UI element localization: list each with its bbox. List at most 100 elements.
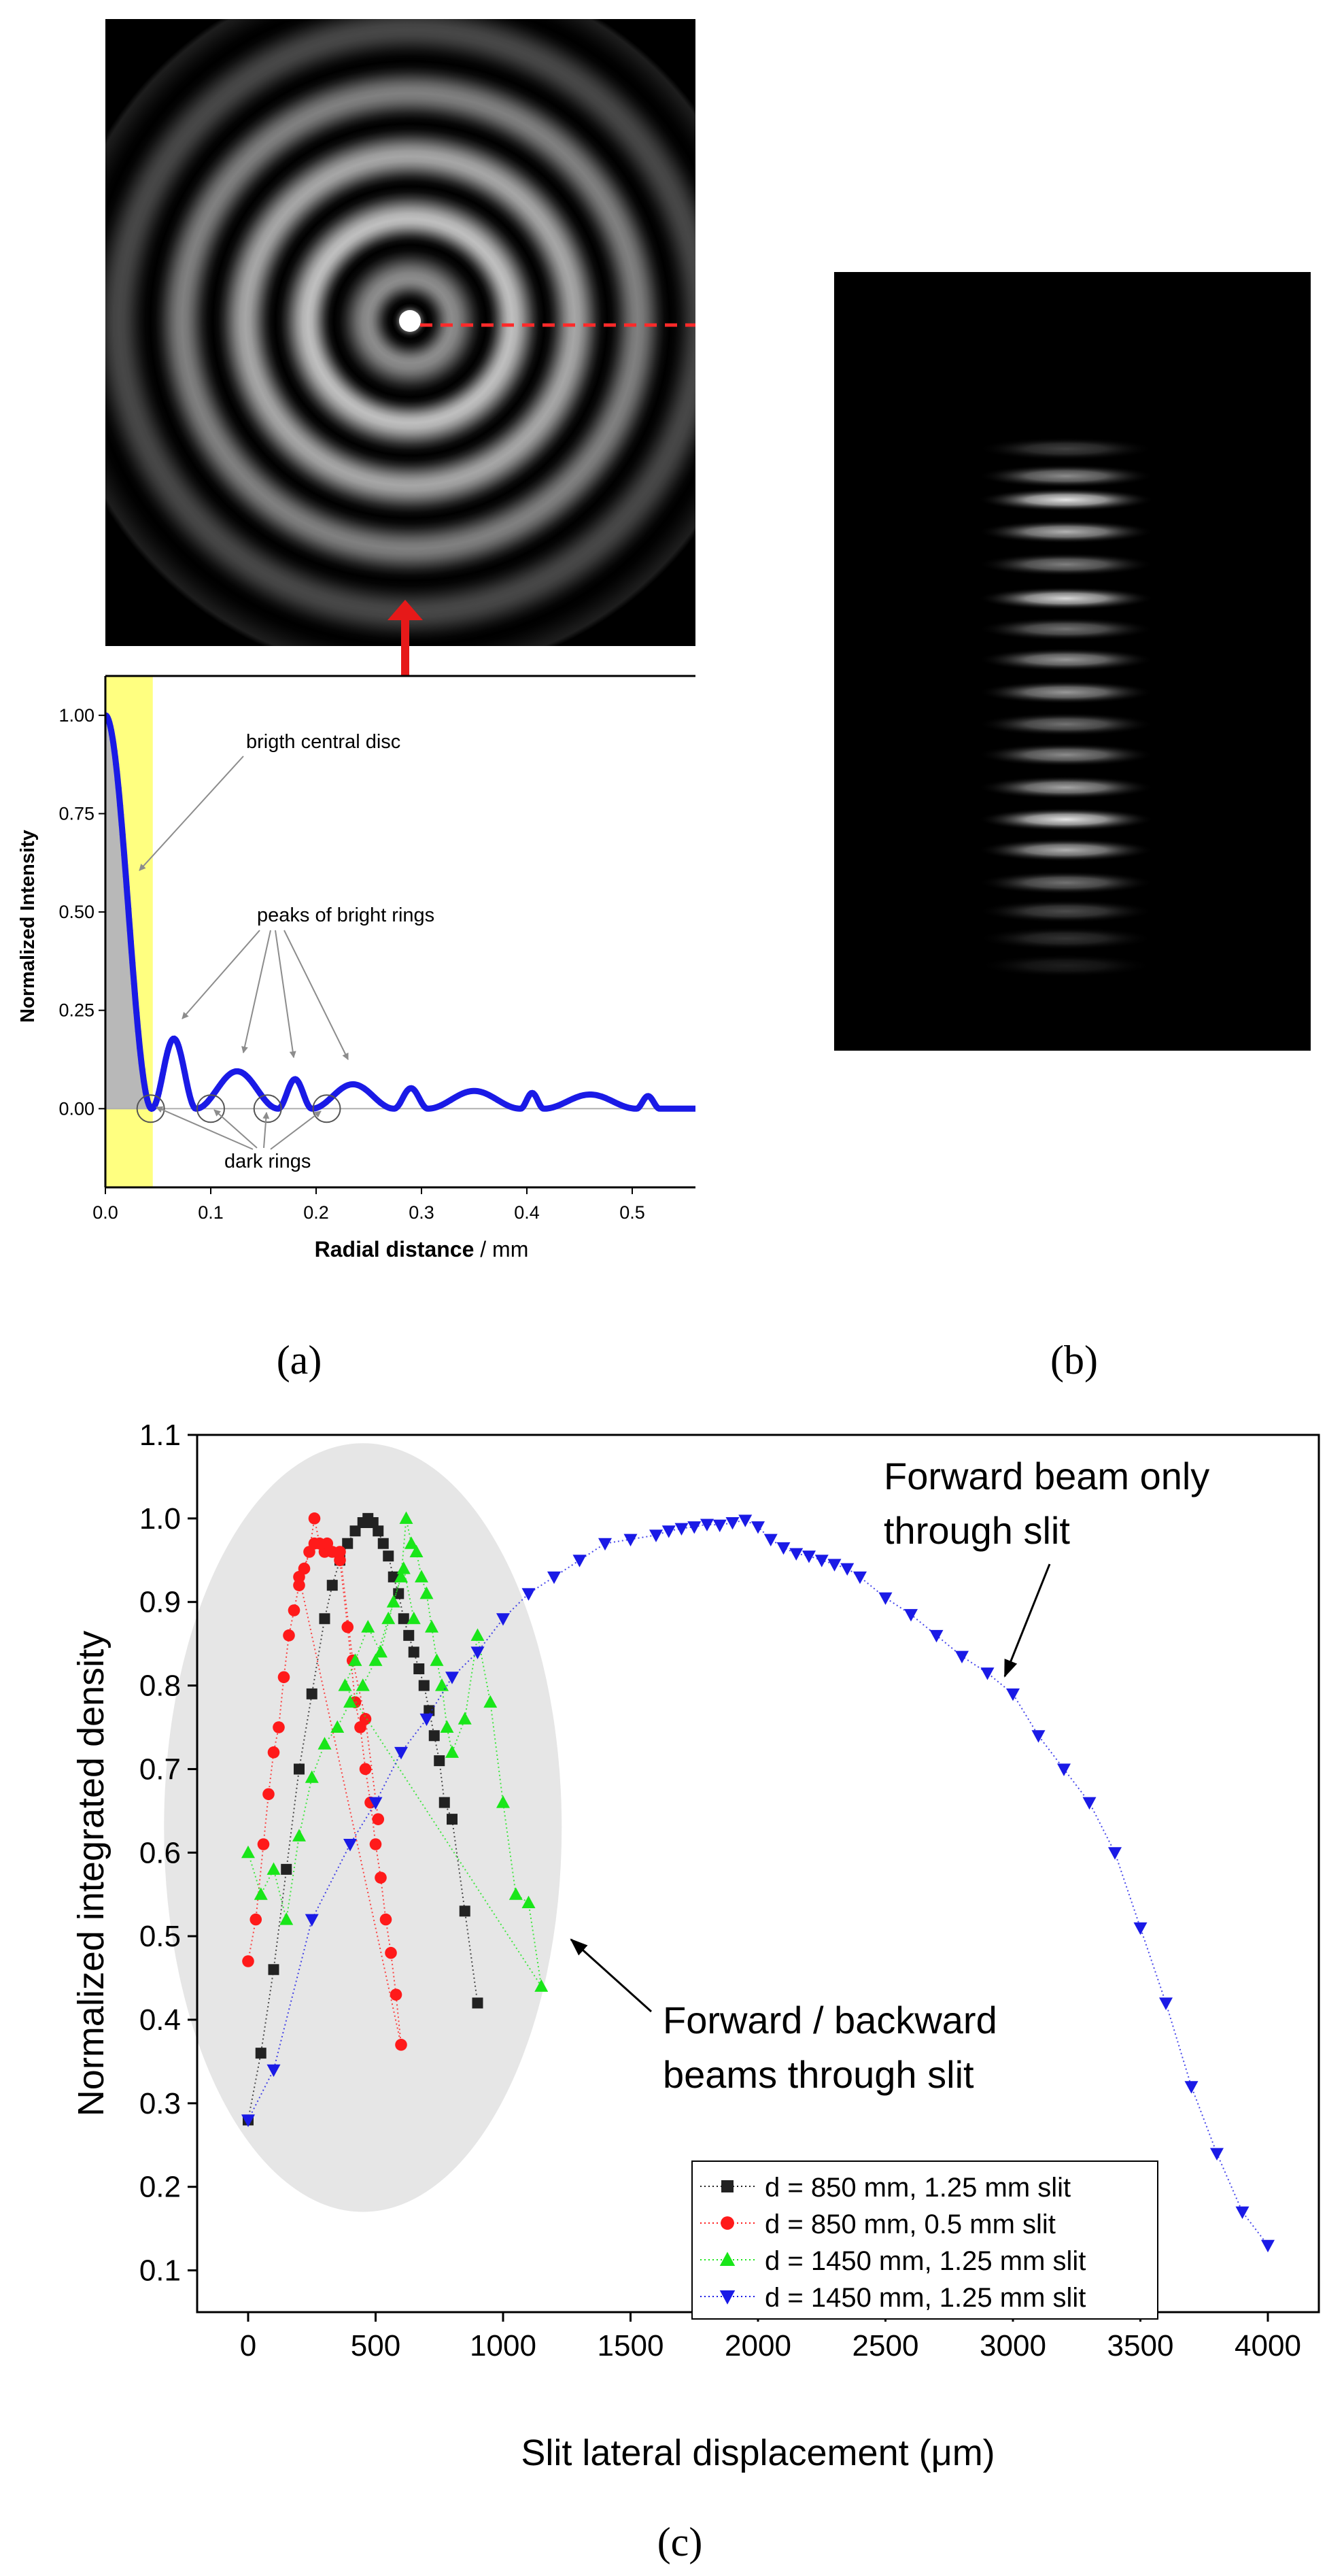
annotation-fb-line2: beams through slit — [663, 2053, 974, 2096]
series-3-point — [348, 1653, 362, 1666]
series-2-point — [249, 1913, 262, 1926]
profile-point — [114, 777, 121, 783]
intensity-profile-points — [105, 712, 182, 1112]
plot-c-x-tick-label: 1000 — [470, 2329, 536, 2362]
series-2-point — [273, 1721, 285, 1733]
plot-a-y-label: Normalized Intensity — [17, 830, 39, 1023]
series-4-point — [738, 1514, 753, 1527]
plot-c-y-tick-label: 0.1 — [139, 2254, 181, 2288]
plot-c-y-tick-label: 0.8 — [139, 1670, 181, 1703]
series-4-point — [305, 1914, 319, 1927]
profile-point — [134, 1019, 141, 1026]
profile-point — [122, 873, 129, 880]
series-1-point — [418, 1680, 430, 1691]
profile-point — [126, 928, 133, 934]
series-2-line — [247, 1518, 402, 2046]
dark-ring-marker — [136, 1094, 165, 1123]
series-4-point — [955, 1650, 969, 1663]
plot-c-y-tick-label: 1.1 — [139, 1419, 181, 1452]
plot-c-y-tick-label: 0.3 — [139, 2087, 181, 2120]
profile-point — [133, 1000, 139, 1007]
series-2-point — [308, 1512, 321, 1525]
series-1-point — [373, 1525, 384, 1537]
series-4-point — [814, 1555, 829, 1567]
series-4-point — [1133, 1922, 1148, 1935]
profile-point — [126, 917, 133, 923]
profile-point — [141, 1078, 148, 1085]
series-4-point — [674, 1523, 689, 1536]
series-3-point — [292, 1829, 306, 1842]
series-1-point — [403, 1629, 415, 1641]
profile-point — [131, 990, 138, 997]
series-1-point — [255, 2048, 266, 2059]
series-3 — [241, 1511, 549, 1992]
plot-a-y-ticks: 0.00 0.25 0.50 0.75 1.00 — [58, 705, 105, 1119]
plot-c-x-tick-label: 4000 — [1235, 2329, 1301, 2362]
series-1-point — [447, 1814, 458, 1825]
annotation-dark-rings: dark rings — [156, 1106, 322, 1172]
series-4-point — [241, 2114, 255, 2127]
plot-c-x-ticks: 0 500 1000 1500 2000 2500 3000 3500 4000 — [240, 2312, 1301, 2362]
series-3-point — [521, 1895, 536, 1908]
plot-c-y-tick-label: 0.6 — [139, 1836, 181, 1869]
series-4-point — [827, 1559, 842, 1572]
slit-fringe — [978, 776, 1154, 799]
series-4-point — [1057, 1763, 1071, 1776]
slit-fringe — [978, 927, 1154, 950]
profile-point — [112, 754, 118, 761]
plot-c-x-tick-label: 2000 — [725, 2329, 791, 2362]
profile-point — [110, 741, 117, 748]
series-2-point — [395, 2039, 407, 2051]
dark-ring-marker — [312, 1094, 341, 1123]
series-3-point — [394, 1570, 408, 1582]
series-3-point — [343, 1695, 357, 1708]
plot-c-y-label: Normalized integrated density — [71, 1631, 111, 2116]
series-4-point — [1108, 1847, 1122, 1860]
slit-fringes — [978, 437, 1154, 977]
series-2-point — [293, 1571, 305, 1583]
plot-a-y-tick-label: 0.50 — [58, 902, 94, 922]
slit-fringe — [978, 681, 1154, 704]
series-2-point — [359, 1763, 372, 1776]
series-4-point — [712, 1519, 727, 1533]
series-4-point — [904, 1609, 918, 1622]
series-2-point — [242, 1955, 254, 1967]
plot-c-y-tick-label: 0.2 — [139, 2171, 181, 2204]
slit-fringe — [978, 464, 1154, 488]
series-4-point — [878, 1592, 893, 1605]
series-4-point — [776, 1542, 791, 1555]
series-1-point — [281, 1863, 292, 1875]
series-2-point — [267, 1746, 280, 1759]
legend-marker — [719, 2290, 736, 2305]
series-4-point — [929, 1629, 944, 1643]
series-2-point — [262, 1788, 275, 1801]
airy-central-disc — [399, 310, 421, 332]
series-2-point — [369, 1838, 382, 1850]
series-4-point — [980, 1667, 995, 1680]
series-3-point — [496, 1795, 510, 1808]
series-1-point — [413, 1663, 425, 1674]
profile-point — [119, 831, 126, 838]
series-1-point — [367, 1517, 379, 1528]
series-4-point — [1082, 1797, 1097, 1810]
plot-a-x-label: Radial distance / mm — [315, 1237, 529, 1261]
profile-point — [128, 949, 135, 955]
plot-a-x-tick-label: 0.2 — [303, 1202, 329, 1223]
series-1-point — [472, 1997, 483, 2009]
series-3-point — [361, 1620, 375, 1633]
profile-point — [117, 802, 124, 809]
central-disc-area — [105, 715, 152, 1109]
series-4-point — [763, 1533, 778, 1546]
profile-point — [137, 1045, 143, 1051]
series-4-point — [1031, 1730, 1046, 1743]
panel-label-b: (b) — [1050, 1338, 1098, 1383]
series-3-point — [399, 1511, 413, 1524]
series-3-point — [409, 1544, 424, 1557]
annotation-fb-line1: Forward / backward — [663, 1999, 997, 2041]
annotation-central-disc-text: brigth central disc — [246, 731, 400, 753]
series-2-point — [283, 1629, 295, 1642]
series-1-point — [459, 1905, 470, 1917]
slit-fringe — [978, 713, 1154, 736]
plot-a-x-tick-label: 0.5 — [619, 1202, 645, 1223]
